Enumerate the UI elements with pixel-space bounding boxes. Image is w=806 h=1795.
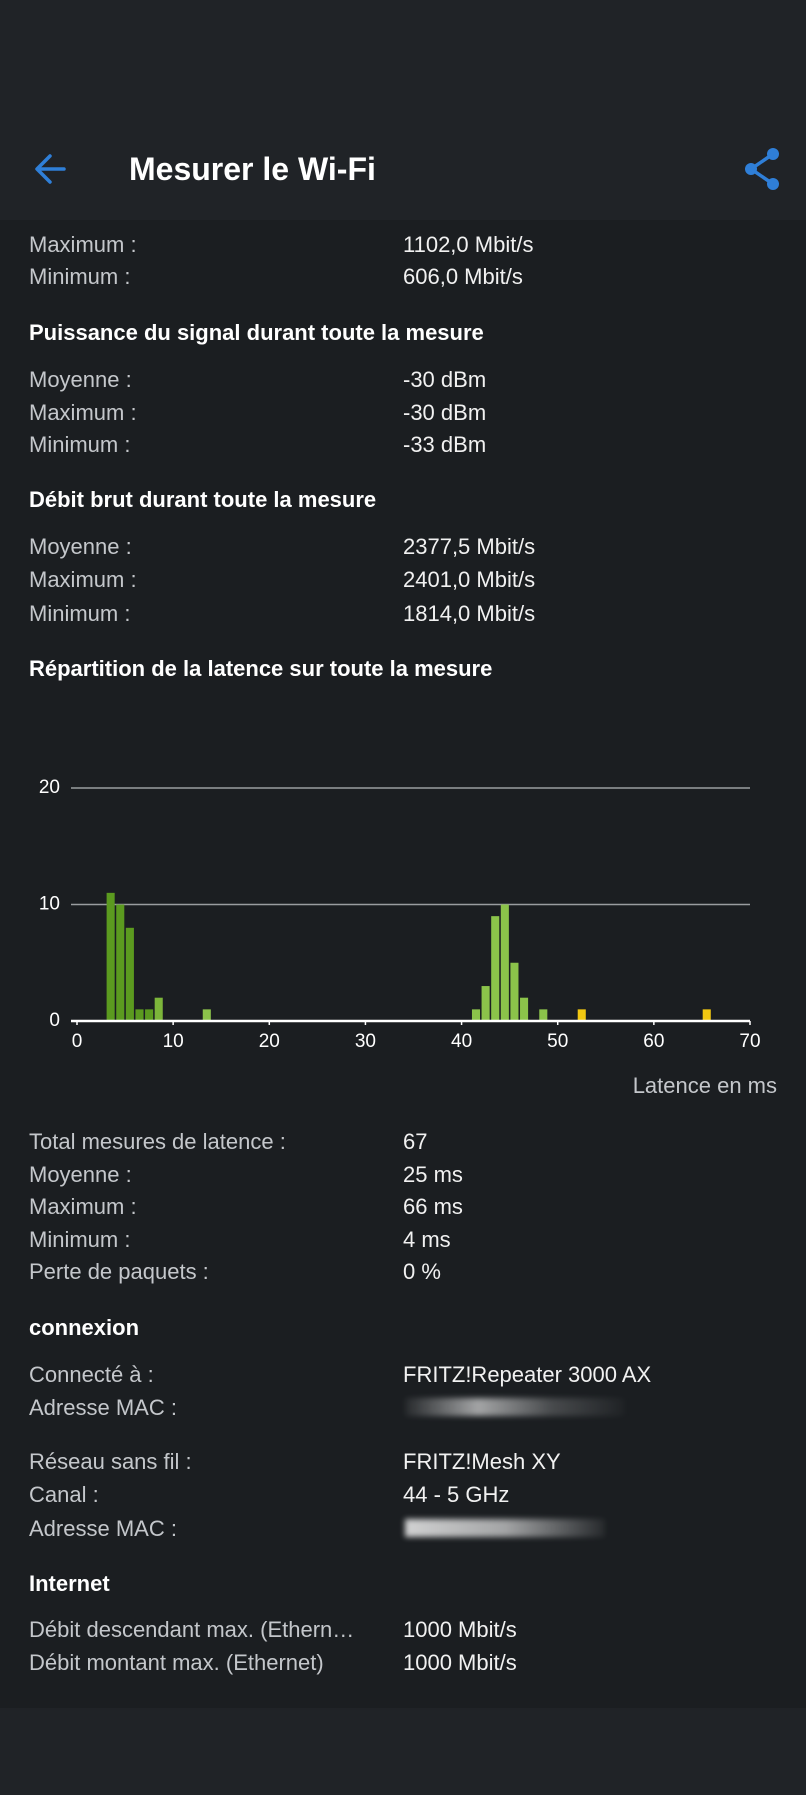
- bar: [500, 904, 509, 1021]
- row-label: Réseau sans fil :: [29, 1449, 192, 1474]
- row-value: 1000 Mbit/s: [403, 1650, 517, 1675]
- x-tick-label: 20: [259, 1031, 280, 1052]
- x-axis-title: Latence en ms: [633, 1073, 777, 1098]
- row-value: 606,0 Mbit/s: [403, 264, 523, 289]
- bar: [491, 916, 500, 1021]
- bar: [520, 997, 529, 1021]
- mac-blur: [405, 1519, 605, 1537]
- row-value: 4 ms: [403, 1227, 451, 1252]
- row-value: 2401,0 Mbit/s: [403, 567, 536, 592]
- section-title: Puissance du signal durant toute la mesu…: [29, 320, 484, 345]
- row-label: Total mesures de latence :: [29, 1129, 286, 1154]
- bar: [471, 1009, 481, 1021]
- section-title: Internet: [29, 1571, 110, 1596]
- row-value: 0 %: [403, 1259, 441, 1284]
- row-value: 67: [403, 1129, 428, 1154]
- bar: [154, 997, 163, 1021]
- row-label: Adresse MAC :: [29, 1395, 177, 1420]
- bar: [135, 1009, 144, 1021]
- y-tick-label: 0: [49, 1010, 60, 1031]
- top-bar: [0, 0, 806, 220]
- y-tick-label: 20: [39, 777, 60, 798]
- row-value: FRITZ!Mesh XY: [403, 1449, 561, 1474]
- share-button[interactable]: [743, 147, 783, 191]
- mac-blur: [405, 1398, 625, 1416]
- section-title: connexion: [29, 1315, 140, 1340]
- row-label: Maximum :: [29, 232, 137, 257]
- row-value: 2377,5 Mbit/s: [403, 534, 536, 559]
- row-label: Adresse MAC :: [29, 1516, 177, 1541]
- row-label: Moyenne :: [29, 367, 132, 392]
- row-label: Canal :: [29, 1482, 99, 1507]
- row-label: Débit montant max. (Ethernet): [29, 1650, 324, 1675]
- row-label: Minimum :: [29, 1227, 131, 1252]
- x-tick-label: 30: [355, 1031, 376, 1052]
- bar: [481, 986, 490, 1021]
- page-title: Mesurer le Wi-Fi: [129, 151, 376, 187]
- x-tick-label: 60: [643, 1031, 664, 1052]
- row-value: -30 dBm: [403, 400, 487, 425]
- row-value: -30 dBm: [403, 367, 487, 392]
- row-value: 66 ms: [403, 1194, 463, 1219]
- x-tick-label: 10: [163, 1031, 184, 1052]
- row-value: 25 ms: [403, 1162, 463, 1187]
- row-value: -33 dBm: [403, 432, 487, 457]
- row-label: Maximum :: [29, 1194, 137, 1219]
- section-title: Répartition de la latence sur toute la m…: [29, 656, 493, 681]
- bar: [702, 1009, 711, 1021]
- latency-chart: Fréquence abs.Latence en ms0102001020304…: [39, 777, 777, 1098]
- bar: [116, 904, 125, 1021]
- row-label: Moyenne :: [29, 1162, 132, 1187]
- bar: [145, 1009, 154, 1021]
- row-label: Connecté à :: [29, 1362, 154, 1387]
- x-tick-label: 70: [739, 1031, 760, 1052]
- row-label: Minimum :: [29, 601, 131, 626]
- row-label: Maximum :: [29, 400, 137, 425]
- bar: [202, 1009, 211, 1021]
- row-label: Minimum :: [29, 264, 131, 289]
- bar: [539, 1009, 548, 1021]
- bar: [577, 1009, 586, 1021]
- x-tick-label: 0: [72, 1031, 83, 1052]
- row-label: Débit descendant max. (Ethern…: [29, 1617, 355, 1642]
- y-tick-label: 10: [39, 894, 60, 915]
- bar: [125, 927, 134, 1021]
- row-label: Minimum :: [29, 432, 131, 457]
- row-label: Perte de paquets :: [29, 1259, 209, 1284]
- row-label: Moyenne :: [29, 534, 132, 559]
- row-value: FRITZ!Repeater 3000 AX: [403, 1362, 652, 1387]
- row-value: 1102,0 Mbit/s: [403, 232, 534, 257]
- row-value: 1000 Mbit/s: [403, 1617, 517, 1642]
- section-title: Débit brut durant toute la mesure: [29, 487, 377, 512]
- bottom-bar: [0, 1708, 806, 1795]
- row-label: Maximum :: [29, 567, 137, 592]
- row-value: 44 - 5 GHz: [403, 1482, 510, 1507]
- row-value: 1814,0 Mbit/s: [403, 601, 536, 626]
- bar: [510, 962, 519, 1021]
- x-tick-label: 40: [451, 1031, 472, 1052]
- back-button[interactable]: [30, 149, 70, 189]
- x-tick-label: 50: [547, 1031, 568, 1052]
- bar: [106, 892, 115, 1021]
